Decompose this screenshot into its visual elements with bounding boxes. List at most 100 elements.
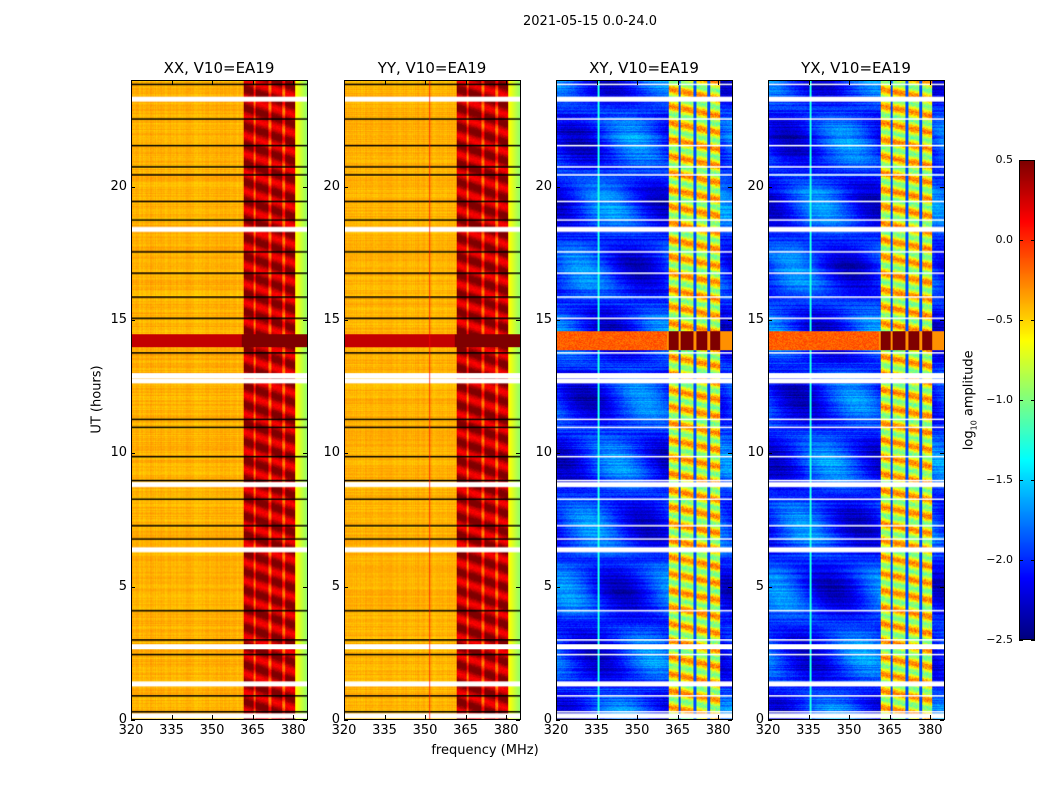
colorbar-tick-label: −2.0 bbox=[986, 553, 1013, 566]
x-tick-mark bbox=[171, 715, 173, 719]
y-tick-mark bbox=[940, 320, 944, 321]
y-tick-mark bbox=[516, 453, 520, 455]
x-tick-mark bbox=[889, 81, 891, 85]
x-tick-mark bbox=[131, 715, 132, 719]
colorbar-tick-mark bbox=[1019, 320, 1023, 321]
colorbar-tick-mark bbox=[1019, 400, 1023, 401]
panel-title: XX, V10=EA19 bbox=[163, 59, 275, 77]
y-tick-mark bbox=[728, 186, 732, 188]
x-tick-mark bbox=[425, 715, 427, 719]
heatmap-panel bbox=[131, 80, 308, 720]
y-tick-mark bbox=[344, 320, 348, 321]
x-tick-label: 350 bbox=[624, 723, 650, 738]
x-tick-mark bbox=[252, 81, 254, 85]
y-tick-label: 15 bbox=[110, 312, 127, 327]
y-tick-mark bbox=[940, 453, 944, 455]
y-tick-mark bbox=[940, 186, 944, 188]
colorbar-tick-label: −0.5 bbox=[986, 313, 1013, 326]
y-tick-mark bbox=[516, 720, 520, 721]
x-tick-label: 350 bbox=[836, 723, 862, 738]
y-tick-mark bbox=[344, 453, 348, 455]
y-tick-mark bbox=[768, 186, 772, 188]
y-tick-mark bbox=[768, 320, 772, 321]
x-tick-mark bbox=[849, 715, 851, 719]
x-tick-label: 335 bbox=[159, 723, 184, 738]
y-tick-mark bbox=[344, 586, 348, 588]
colorbar-tick-label: 0.0 bbox=[995, 233, 1014, 246]
y-tick-label: 5 bbox=[118, 578, 127, 594]
colorbar-tick-mark bbox=[1031, 320, 1035, 321]
x-tick-mark bbox=[344, 81, 345, 85]
y-tick-mark bbox=[303, 720, 307, 721]
colorbar-tick-mark bbox=[1019, 160, 1023, 161]
x-tick-mark bbox=[131, 81, 132, 85]
y-tick-mark bbox=[131, 186, 135, 188]
x-tick-mark bbox=[293, 81, 295, 85]
colorbar-tick-mark bbox=[1019, 640, 1023, 641]
heatmap-panel bbox=[768, 80, 945, 720]
y-tick-mark bbox=[556, 453, 560, 455]
x-tick-label: 365 bbox=[240, 723, 265, 738]
x-tick-mark bbox=[849, 81, 851, 85]
colorbar-tick-mark bbox=[1031, 640, 1035, 641]
x-tick-mark bbox=[596, 715, 598, 719]
x-tick-label: 350 bbox=[199, 723, 225, 738]
colorbar-tick-mark bbox=[1031, 400, 1035, 401]
y-tick-mark bbox=[303, 453, 307, 455]
y-tick-label: 15 bbox=[747, 312, 764, 327]
y-tick-label: 10 bbox=[323, 445, 340, 461]
x-tick-mark bbox=[808, 81, 810, 85]
y-tick-label: 15 bbox=[323, 312, 340, 327]
panel-title: YX, V10=EA19 bbox=[801, 59, 911, 77]
heatmap-panel bbox=[344, 80, 521, 720]
y-tick-mark bbox=[516, 186, 520, 188]
y-tick-label: 20 bbox=[110, 178, 127, 194]
colorbar-tick-label: −1.0 bbox=[986, 393, 1013, 406]
x-tick-mark bbox=[718, 715, 720, 719]
x-tick-label: 335 bbox=[584, 723, 609, 738]
y-tick-label: 10 bbox=[747, 445, 764, 461]
x-axis-label: frequency (MHz) bbox=[431, 743, 539, 758]
x-tick-mark bbox=[556, 715, 557, 719]
x-tick-label: 365 bbox=[665, 723, 690, 738]
y-tick-label: 20 bbox=[747, 178, 764, 194]
x-tick-mark bbox=[808, 715, 810, 719]
y-tick-mark bbox=[728, 320, 732, 321]
x-tick-mark bbox=[677, 81, 679, 85]
y-tick-label: 0 bbox=[331, 712, 340, 727]
x-tick-mark bbox=[212, 81, 214, 85]
y-tick-mark bbox=[556, 320, 560, 321]
x-tick-mark bbox=[556, 81, 557, 85]
x-tick-mark bbox=[637, 715, 639, 719]
heatmap-image bbox=[132, 81, 307, 719]
colorbar-tick-label: 0.5 bbox=[995, 153, 1014, 166]
heatmap-panel bbox=[556, 80, 733, 720]
y-tick-mark bbox=[344, 720, 348, 721]
y-tick-mark bbox=[344, 186, 348, 188]
y-tick-mark bbox=[768, 453, 772, 455]
colorbar-label: log10 amplitude bbox=[961, 350, 979, 451]
y-tick-label: 5 bbox=[543, 578, 552, 594]
x-tick-label: 335 bbox=[796, 723, 821, 738]
y-tick-mark bbox=[728, 453, 732, 455]
x-tick-mark bbox=[596, 81, 598, 85]
colorbar-tick-mark bbox=[1031, 480, 1035, 481]
colorbar-tick-mark bbox=[1031, 160, 1035, 161]
figure-title: 2021-05-15 0.0-24.0 bbox=[523, 14, 657, 29]
y-tick-label: 10 bbox=[535, 445, 552, 461]
y-tick-label: 0 bbox=[543, 712, 552, 727]
x-tick-label: 320 bbox=[331, 723, 357, 738]
y-tick-mark bbox=[303, 320, 307, 321]
heatmap-image bbox=[557, 81, 732, 719]
panel-title: XY, V10=EA19 bbox=[589, 59, 699, 77]
y-tick-label: 0 bbox=[755, 712, 764, 727]
colorbar-tick-label: −1.5 bbox=[986, 473, 1013, 486]
colorbar-tick-mark bbox=[1031, 240, 1035, 241]
y-tick-mark bbox=[516, 586, 520, 588]
x-tick-mark bbox=[465, 715, 467, 719]
x-tick-label: 350 bbox=[412, 723, 438, 738]
y-tick-mark bbox=[768, 720, 772, 721]
x-tick-mark bbox=[677, 715, 679, 719]
x-tick-label: 320 bbox=[118, 723, 144, 738]
x-tick-label: 380 bbox=[493, 723, 519, 738]
